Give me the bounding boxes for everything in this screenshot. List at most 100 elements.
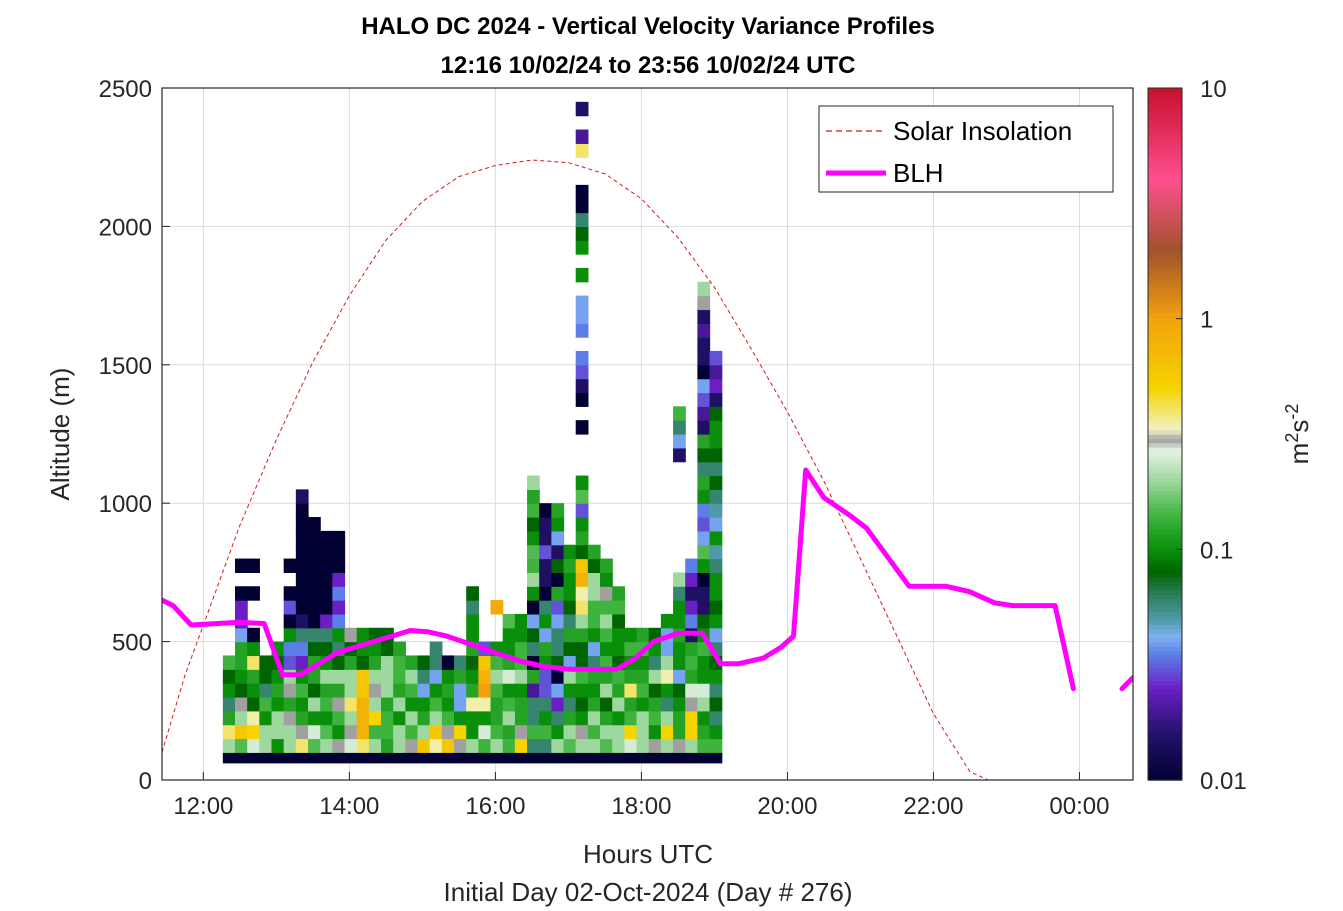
heatmap-cell [332,655,346,670]
heatmap-cell [648,655,662,670]
heatmap-cell [575,544,589,560]
heatmap-cell [514,613,528,629]
colorbar-segment [1148,736,1182,742]
heatmap-cell [673,683,686,698]
heatmap-cell [429,655,443,670]
heatmap-cell [575,503,589,518]
heatmap-base-cell [600,752,613,764]
heatmap-base-cell [636,752,650,764]
heatmap-cell [563,683,577,698]
heatmap-cell [332,683,346,698]
heatmap-cell [441,696,455,712]
colorbar-segment [1148,408,1182,414]
colorbar-segment [1148,485,1182,491]
heatmap-cell [332,572,346,587]
heatmap-cell [441,724,455,740]
x-tick-label: 14:00 [319,793,379,820]
colorbar-segment [1148,650,1182,656]
colorbar-segment [1148,248,1182,254]
heatmap-cell [660,641,674,657]
heatmap-cell [271,724,285,740]
colorbar-segment [1148,421,1182,427]
heatmap-cell [490,710,504,726]
heatmap-cell [551,613,565,629]
heatmap-base-cell [332,752,346,764]
heatmap-cell [575,184,589,200]
heatmap-cell [660,655,674,670]
chart-subtitle: 12:16 10/02/24 to 23:56 10/02/24 UTC [441,52,856,79]
colorbar-segment [1148,144,1182,150]
colorbar-segment [1148,334,1182,340]
heatmap-cell [332,530,346,546]
heatmap-cell [600,655,613,670]
x-tick-label: 12:00 [173,793,233,820]
heatmap-cell [429,641,443,657]
colorbar-ticks: 0.01 0.1 1 10 [1176,76,1247,795]
heatmap-base-cell [271,752,285,764]
heatmap-cell [685,572,698,587]
colorbar-segment [1148,464,1182,470]
colorbar-frame [1147,87,1183,781]
colorbar-segment [1148,126,1182,132]
heatmap-cell [575,517,589,532]
colorbar-segment [1148,559,1182,565]
colorbar-segment [1148,442,1182,448]
heatmap-cell [527,600,540,615]
colorbar-segment [1148,239,1182,245]
heatmap-cell [563,558,577,573]
heatmap-cell [332,724,346,740]
heatmap-base-cell [514,752,528,764]
heatmap-cell [514,627,528,643]
heatmap-cell [454,669,467,684]
heatmap-cell [502,710,516,726]
heatmap-cell [697,392,711,407]
heatmap-cell [539,558,552,573]
heatmap-cell [308,600,321,615]
colorbar-segment [1148,594,1182,600]
heatmap-cell [697,309,711,324]
heatmap-cell [295,586,309,601]
heatmap-cell [636,738,650,753]
heatmap-cell [417,738,431,753]
colorbar-segment [1148,654,1182,660]
heatmap-cell [709,364,723,380]
heatmap-cell [575,683,589,698]
heatmap-cell [259,683,273,698]
heatmap-base-cell [222,752,236,764]
colorbar-segment [1148,684,1182,690]
colorbar-segment [1148,92,1182,98]
heatmap-cell [709,572,723,587]
heatmap-cell [320,600,333,615]
colorbar-segment [1148,689,1182,695]
heatmap-base-cell [624,752,638,764]
heatmap-cell [673,420,686,435]
heatmap-cell [636,696,650,712]
colorbar-segment [1148,347,1182,353]
colorbar-segment [1148,122,1182,128]
heatmap-cell [612,738,625,753]
heatmap-cell [587,669,601,684]
heatmap-cell [527,517,540,532]
colorbar-tick-label: 10 [1200,76,1227,103]
y-axis-label: Altitude (m) [45,368,75,501]
heatmap-cell [575,586,589,601]
heatmap-cell [527,613,540,629]
heatmap-cell [381,724,394,740]
heatmap-cell [429,669,443,684]
heatmap-cell [368,738,382,753]
heatmap-cell [539,696,552,712]
heatmap-cell [673,447,686,463]
heatmap-cell [575,392,589,407]
heatmap-cell [575,378,589,394]
heatmap-cell [490,683,504,698]
heatmap-cell [648,738,662,753]
heatmap-cell [709,669,723,684]
heatmap-base-cell [490,752,504,764]
colorbar-segment [1148,135,1182,141]
colorbar-segment [1148,542,1182,548]
heatmap-cell [295,600,309,615]
colorbar-segment [1148,157,1182,163]
heatmap-cell [575,267,589,283]
heatmap-cell [368,669,382,684]
heatmap-cell [587,655,601,670]
